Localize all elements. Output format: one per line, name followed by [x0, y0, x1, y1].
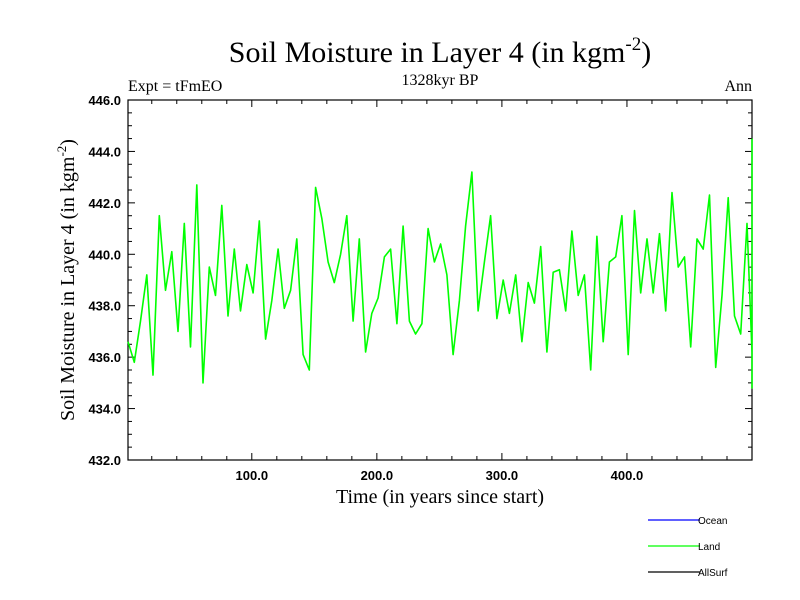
plot-frame — [127, 99, 753, 461]
y-tick-label: 446.0 — [88, 93, 121, 108]
series-group — [127, 138, 753, 389]
y-axis-label: Soil Moisture in Layer 4 (in kgm-2) — [54, 139, 79, 421]
legend-label-allsurf: AllSurf — [698, 568, 728, 579]
x-tick-label: 100.0 — [236, 468, 269, 483]
chart-title: Soil Moisture in Layer 4 (in kgm-2) — [229, 34, 651, 69]
x-tick-label: 400.0 — [611, 468, 644, 483]
legend-label-ocean: Ocean — [698, 516, 727, 527]
x-tick-label: 300.0 — [486, 468, 519, 483]
legend: Ocean Land AllSurf — [648, 516, 728, 579]
x-tick-label: 200.0 — [361, 468, 394, 483]
y-tick-label: 444.0 — [88, 144, 121, 159]
y-tick-label: 436.0 — [88, 350, 121, 365]
legend-label-land: Land — [698, 542, 720, 553]
y-tick-label: 440.0 — [88, 247, 121, 262]
series-line-land — [127, 138, 753, 389]
y-tick-label: 432.0 — [88, 453, 121, 468]
experiment-label: Expt = tFmEO — [128, 78, 222, 95]
y-tick-label: 438.0 — [88, 299, 121, 314]
period-label: 1328kyr BP — [402, 72, 479, 89]
plot-area: 432.0 434.0 436.0 438.0 440.0 442.0 444.0 446.0… — [88, 93, 753, 483]
y-tick-label: 442.0 — [88, 196, 121, 211]
x-axis-label: Time (in years since start) — [336, 486, 544, 508]
tick-group: 432.0 434.0 436.0 438.0 440.0 442.0 444.0 446.0… — [88, 93, 752, 483]
season-label: Ann — [724, 78, 752, 95]
y-tick-label: 434.0 — [88, 402, 121, 417]
